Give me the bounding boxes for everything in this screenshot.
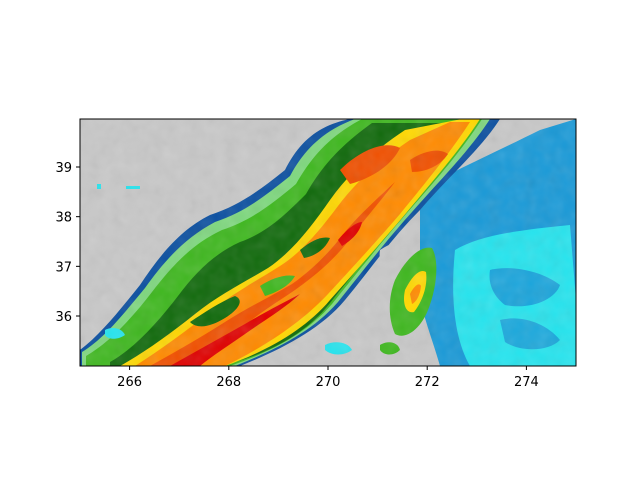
y-axis: 36 37 38 39 — [55, 161, 80, 325]
x-tick-label: 272 — [415, 375, 440, 390]
y-tick-label: 39 — [55, 161, 72, 176]
x-tick-label: 270 — [316, 375, 341, 390]
y-tick-label: 36 — [55, 310, 72, 325]
x-tick-label: 274 — [514, 375, 539, 390]
x-axis: 266 268 270 272 274 — [117, 366, 539, 390]
x-tick-label: 266 — [117, 375, 142, 390]
y-tick-label: 38 — [55, 211, 72, 226]
y-tick-label: 37 — [55, 260, 72, 275]
plot-area — [80, 119, 576, 366]
x-tick-label: 268 — [216, 375, 241, 390]
